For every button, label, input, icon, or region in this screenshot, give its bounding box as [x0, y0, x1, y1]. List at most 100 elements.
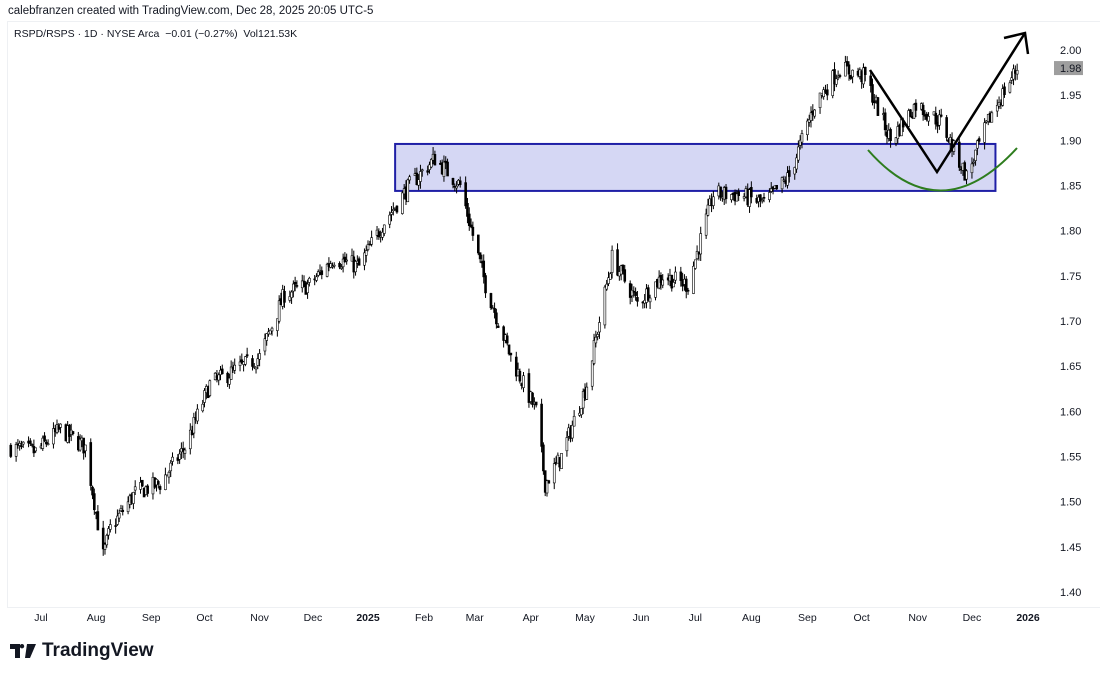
price-bar-body — [883, 112, 887, 131]
price-bar-body — [477, 234, 480, 254]
price-bar-body — [71, 431, 75, 435]
price-bar-body — [835, 78, 838, 85]
price-bar-body — [845, 61, 849, 67]
v-path-line — [868, 32, 1027, 175]
price-bar-body — [20, 445, 23, 448]
price-bar-body — [258, 353, 261, 360]
price-bar-body — [220, 368, 224, 375]
price-bar-body — [634, 291, 637, 296]
price-bar-body — [598, 322, 601, 333]
price-bar-body — [977, 138, 981, 142]
price-bar-body — [43, 435, 46, 442]
price-bar-body — [737, 191, 740, 197]
price-bar-body — [1015, 70, 1019, 75]
price-bar-body — [798, 139, 802, 146]
price-bar-body — [580, 408, 583, 416]
price-bar-body — [446, 161, 449, 177]
price-bar-body — [921, 104, 925, 116]
y-tick-label: 1.90 — [1060, 135, 1081, 147]
price-bar-body — [684, 278, 688, 292]
price-bar-body — [419, 171, 422, 182]
price-bar-body — [603, 286, 607, 326]
price-bar-body — [158, 486, 162, 490]
price-bar-body — [292, 283, 295, 292]
price-bar-body — [605, 283, 608, 290]
price-bar-body — [263, 338, 267, 352]
price-bar-body — [560, 453, 563, 469]
price-bar-body — [217, 374, 221, 381]
price-bar-body — [364, 250, 368, 256]
price-bar-body — [276, 318, 279, 331]
symbol[interactable]: RSPD/RSPS — [14, 28, 75, 40]
arrow-head-icon — [1003, 31, 1030, 55]
price-bar-body — [876, 97, 880, 116]
price-bar-body — [596, 334, 599, 337]
price-bar-body — [914, 102, 918, 111]
price-bar-body — [132, 492, 135, 504]
price-bar-body — [844, 61, 847, 77]
price-bar-body — [183, 449, 187, 454]
price-bar-body — [458, 180, 462, 185]
price-bar-body — [442, 161, 446, 177]
price-bar-body — [636, 297, 639, 302]
price-bar-body — [939, 114, 943, 117]
price-bar-body — [466, 203, 469, 217]
x-tick-label: Apr — [523, 612, 540, 624]
price-bar-body — [609, 273, 612, 280]
y-tick-label: 1.50 — [1060, 497, 1081, 509]
price-bar-body — [420, 169, 424, 172]
price-bar-body — [719, 186, 722, 198]
x-tick-label: Aug — [87, 612, 106, 624]
price-bar-body — [84, 444, 87, 452]
price-bar-body — [229, 366, 233, 380]
price-bar-body — [196, 408, 199, 422]
price-bar-body — [945, 117, 948, 138]
price-bar-body — [268, 329, 272, 335]
price-bar-body — [238, 361, 242, 366]
price-bar-body — [167, 471, 171, 478]
price-bar-body — [927, 116, 930, 122]
price-bar-body — [116, 515, 119, 525]
interval[interactable]: 1D — [84, 28, 98, 40]
price-bar-body — [293, 281, 297, 285]
price-bar-body — [780, 177, 784, 190]
price-bar-body — [343, 256, 347, 263]
price-bar-body — [228, 377, 231, 385]
price-bar-body — [251, 358, 254, 367]
price-bar-body — [91, 486, 94, 496]
price-bar-body — [907, 110, 910, 127]
change: −0.01 (−0.27%) — [165, 28, 238, 40]
y-tick-label: 1.60 — [1060, 406, 1081, 418]
price-bar-body — [590, 360, 594, 387]
price-bar-body — [592, 340, 596, 364]
price-bar-body — [388, 214, 391, 225]
price-bar-body — [712, 196, 715, 206]
price-bar-body — [786, 172, 789, 186]
price-bar-body — [909, 109, 912, 117]
price-bar-body — [965, 170, 968, 180]
price-bar-body — [509, 352, 513, 356]
price-bar-body — [995, 104, 999, 112]
x-axis: Jul Aug Sep Oct Nov Dec 2025 Feb Mar Apr May Jun Jul… — [34, 612, 1040, 624]
y-tick-label: 1.70 — [1060, 316, 1081, 328]
price-bar-body — [114, 525, 117, 527]
price-bar-body — [748, 189, 751, 207]
y-tick-label: 1.40 — [1060, 587, 1081, 599]
price-bar-body — [156, 481, 160, 485]
price-bar-body — [300, 280, 304, 289]
price-bar-body — [970, 163, 974, 174]
y-tick-label: 1.85 — [1060, 181, 1081, 193]
price-bar-body — [169, 462, 173, 472]
price-bar-body — [320, 270, 324, 275]
chart-pane[interactable] — [7, 21, 1100, 608]
price-bar-body — [809, 112, 813, 121]
price-bar-body — [822, 89, 825, 97]
x-tick-label: Jul — [689, 612, 702, 624]
price-bar-body — [514, 356, 518, 377]
price-bar-body — [429, 159, 433, 168]
price-bar-body — [674, 271, 677, 281]
price-bar-body — [760, 199, 764, 202]
tradingview-logo-icon — [10, 644, 36, 658]
price-bar-body — [706, 204, 710, 216]
